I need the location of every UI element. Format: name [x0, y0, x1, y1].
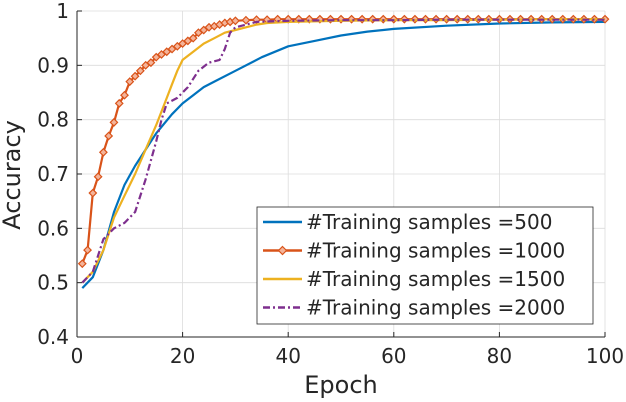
series-1: [81, 20, 606, 289]
y-tick-label: 0.7: [37, 162, 69, 186]
series-line: [81, 18, 605, 284]
data-point-marker: [230, 16, 240, 26]
x-tick-label: 80: [487, 344, 512, 368]
legend-box: [256, 206, 594, 325]
legend-label: #Training samples =500: [306, 210, 552, 234]
data-point-marker: [188, 33, 198, 43]
x-axis-label: Epoch: [304, 371, 378, 399]
y-tick-label: 0.5: [37, 271, 69, 295]
legend-label: #Training samples =1500: [306, 267, 565, 291]
data-point-marker: [88, 188, 98, 198]
x-tick-label: 40: [275, 344, 300, 368]
axes: [76, 10, 606, 338]
y-tick-label: 0.4: [37, 325, 69, 349]
data-point-marker: [146, 58, 156, 68]
legend-label: #Training samples =1000: [306, 239, 565, 263]
legend-label: #Training samples =2000: [306, 296, 565, 320]
data-point-marker: [77, 259, 87, 269]
data-point-marker: [104, 131, 114, 141]
legend-marker: [277, 245, 288, 256]
x-tick-label: 20: [170, 344, 195, 368]
data-point-marker: [93, 172, 103, 182]
data-point-marker: [241, 15, 251, 25]
x-tick-label: 100: [586, 344, 624, 368]
series-line: [81, 20, 606, 289]
y-tick-label: 0.9: [37, 53, 69, 77]
legend: #Training samples =500 #Training samples …: [256, 206, 594, 325]
data-point-marker: [98, 147, 108, 157]
tick-labels: 0 20 40 60 80 100 0.4 0.5 0.6 0.7 0.8 0.9 1: [37, 0, 624, 368]
data-point-marker: [120, 90, 129, 100]
series-4: [81, 18, 605, 284]
data-point-marker: [109, 117, 119, 127]
data-point-marker: [83, 245, 93, 255]
y-tick-label: 0.6: [37, 216, 69, 240]
x-tick-label: 60: [381, 344, 406, 368]
data-point-marker: [125, 77, 135, 87]
data-point-marker: [135, 66, 145, 76]
y-tick-label: 1: [56, 0, 69, 23]
data-point-marker: [130, 71, 140, 81]
series-layer: [77, 14, 610, 289]
y-axis-label: Accuracy: [0, 120, 26, 230]
y-tick-label: 0.8: [37, 108, 69, 132]
data-point-marker: [114, 98, 124, 108]
x-tick-label: 0: [71, 344, 84, 368]
